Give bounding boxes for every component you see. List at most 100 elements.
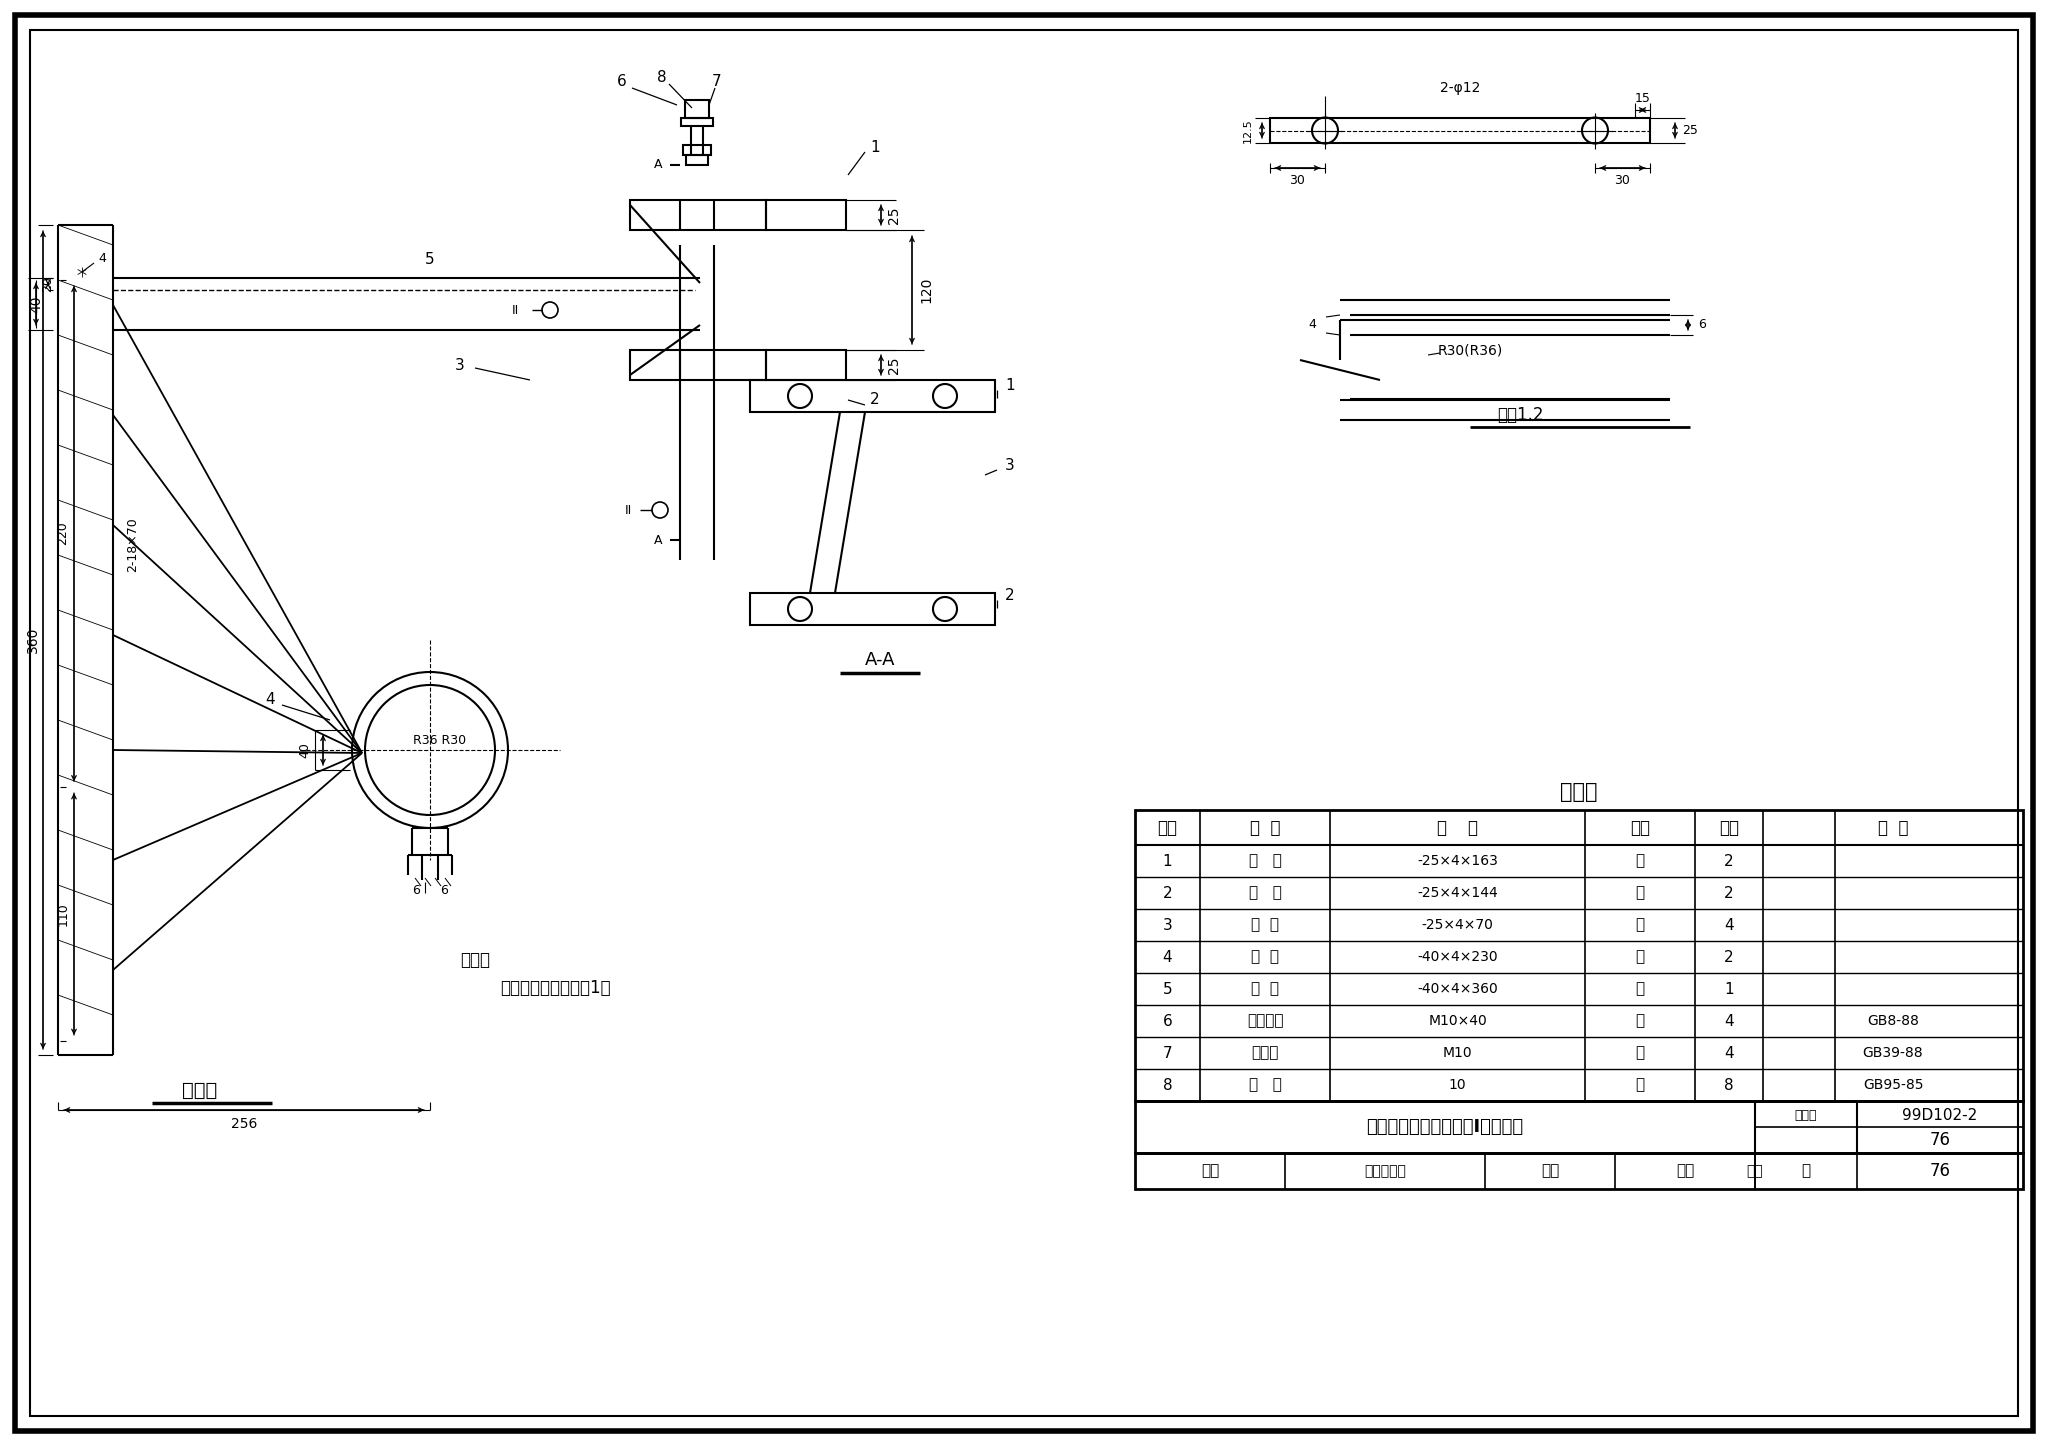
Text: 8: 8: [1163, 1077, 1171, 1093]
Text: 76: 76: [1929, 1131, 1950, 1150]
Text: 10: 10: [1448, 1079, 1466, 1092]
Text: 序号1.2: 序号1.2: [1497, 406, 1544, 424]
Text: 个: 个: [1636, 1014, 1645, 1028]
Text: A-A: A-A: [864, 651, 895, 669]
Text: -40×4×230: -40×4×230: [1417, 950, 1497, 964]
Text: 3: 3: [455, 357, 465, 373]
Text: 76: 76: [1929, 1163, 1950, 1180]
Text: 3: 3: [1006, 457, 1016, 473]
Bar: [686, 155, 709, 165]
Text: -25×4×70: -25×4×70: [1421, 918, 1493, 933]
Text: 40: 40: [299, 742, 311, 758]
Text: 2: 2: [1724, 853, 1735, 869]
Text: 6: 6: [1163, 1014, 1171, 1028]
Text: 方头螺栓: 方头螺栓: [1247, 1014, 1284, 1028]
Text: 2: 2: [870, 392, 881, 408]
Bar: [750, 380, 995, 412]
Text: 序号: 序号: [1157, 818, 1178, 836]
Text: 附  注: 附 注: [1878, 818, 1909, 836]
Text: 块: 块: [1636, 885, 1645, 901]
Text: 5: 5: [426, 253, 434, 268]
Text: 30: 30: [1614, 174, 1630, 187]
Text: 20: 20: [41, 276, 55, 292]
Text: 括号内尺寸用于序号1。: 括号内尺寸用于序号1。: [500, 979, 610, 996]
Text: 垫   圈: 垫 圈: [1249, 1077, 1282, 1093]
Text: 2: 2: [1006, 587, 1016, 603]
Text: 规    格: 规 格: [1438, 818, 1479, 836]
Text: 李磁导核对: 李磁导核对: [1364, 1164, 1405, 1178]
Text: 110: 110: [57, 902, 70, 925]
Text: 扁  钢: 扁 钢: [1251, 982, 1280, 996]
Text: 组装图: 组装图: [182, 1080, 217, 1099]
Text: 4: 4: [1309, 318, 1317, 331]
Bar: [631, 350, 766, 380]
Text: 4: 4: [1163, 950, 1171, 964]
Bar: [1270, 119, 1651, 143]
Bar: [766, 200, 846, 230]
Text: 个: 个: [1636, 1077, 1645, 1093]
Text: 1: 1: [1006, 377, 1016, 392]
Text: 块: 块: [1636, 950, 1645, 964]
Text: 40: 40: [29, 295, 43, 312]
Text: R36 R30: R36 R30: [414, 733, 467, 746]
Text: 块: 块: [1636, 853, 1645, 869]
Bar: [766, 350, 846, 380]
Text: 8: 8: [1724, 1077, 1735, 1093]
Text: -25×4×144: -25×4×144: [1417, 886, 1497, 899]
Text: -25×4×163: -25×4×163: [1417, 855, 1497, 868]
Bar: [1135, 1152, 2023, 1189]
Text: 电缆终端头固定支架（I）制造图: 电缆终端头固定支架（I）制造图: [1366, 1118, 1524, 1137]
Bar: [682, 145, 711, 155]
Text: 15: 15: [1634, 91, 1651, 104]
Text: GB8-88: GB8-88: [1868, 1014, 1919, 1028]
Text: 个: 个: [1636, 1045, 1645, 1060]
Text: 6: 6: [616, 75, 627, 90]
Text: A: A: [653, 159, 662, 172]
Text: 连  板: 连 板: [1251, 918, 1280, 933]
Text: 1: 1: [1724, 982, 1735, 996]
Text: II: II: [625, 503, 631, 516]
Text: 256: 256: [231, 1116, 258, 1131]
Text: 杨威: 杨威: [1540, 1164, 1559, 1178]
Text: 4: 4: [1724, 918, 1735, 933]
Text: 2: 2: [1724, 885, 1735, 901]
Text: R30(R36): R30(R36): [1438, 343, 1503, 357]
Bar: [750, 593, 995, 625]
Text: II: II: [512, 304, 518, 317]
Text: 12.5: 12.5: [1243, 119, 1253, 143]
Text: 5: 5: [1163, 982, 1171, 996]
Text: 说明：: 说明：: [461, 951, 489, 969]
Text: 设计: 设计: [1675, 1164, 1694, 1178]
Text: 360: 360: [27, 626, 41, 654]
Text: GB95-85: GB95-85: [1864, 1079, 1923, 1092]
Text: 2: 2: [1724, 950, 1735, 964]
Bar: [682, 119, 713, 126]
Text: 25: 25: [887, 356, 901, 373]
Text: 120: 120: [920, 276, 934, 304]
Text: 抱   箍: 抱 箍: [1249, 853, 1282, 869]
Text: 单位: 单位: [1630, 818, 1651, 836]
Text: 6: 6: [412, 884, 420, 897]
Text: 99D102-2: 99D102-2: [1903, 1108, 1978, 1124]
Text: 220: 220: [57, 522, 70, 545]
Text: 1: 1: [1163, 853, 1171, 869]
Text: 撑  铁: 撑 铁: [1251, 950, 1280, 964]
Bar: [631, 200, 766, 230]
Bar: [1135, 810, 2023, 1100]
Text: 8: 8: [657, 71, 668, 85]
Text: 6: 6: [1698, 318, 1706, 331]
Text: 1: 1: [870, 140, 881, 156]
Text: 3: 3: [1163, 918, 1171, 933]
Bar: [684, 100, 709, 119]
Text: 25: 25: [1681, 124, 1698, 137]
Text: 7: 7: [713, 75, 721, 90]
Text: 块: 块: [1636, 982, 1645, 996]
Text: 方螺母: 方螺母: [1251, 1045, 1278, 1060]
Text: 30: 30: [1290, 174, 1305, 187]
Text: 抱   箍: 抱 箍: [1249, 885, 1282, 901]
Text: 7: 7: [1163, 1045, 1171, 1060]
Text: M10: M10: [1442, 1045, 1473, 1060]
Text: 李殷: 李殷: [1747, 1164, 1763, 1178]
Text: 4: 4: [264, 693, 274, 707]
Text: 25: 25: [887, 207, 901, 224]
